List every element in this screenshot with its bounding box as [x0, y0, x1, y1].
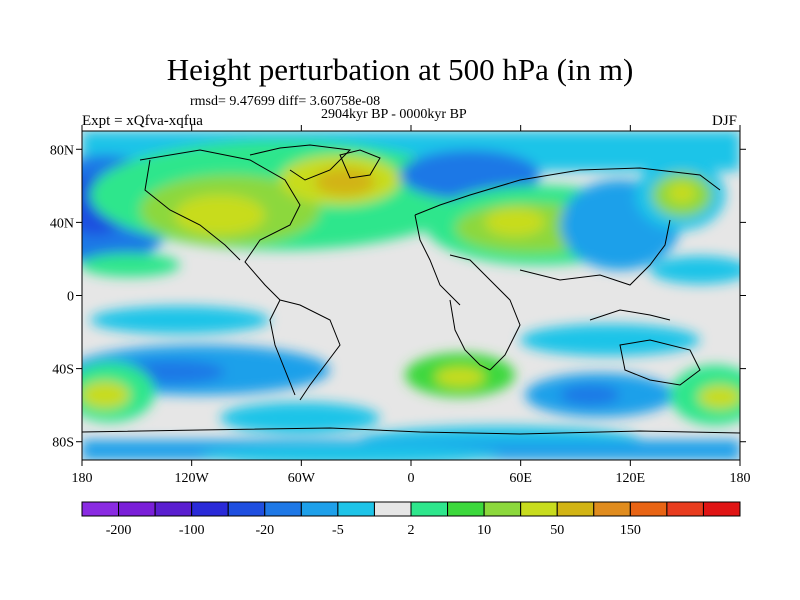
lat-tick-label: 80N: [50, 143, 74, 158]
colorbar-label: 150: [620, 523, 641, 538]
colorbar-box: [300, 501, 339, 517]
colorbar-box: [227, 501, 266, 517]
colorbar-box: [337, 501, 375, 517]
colorbar: -200 -100 -20 -5 2 10 50 150: [81, 501, 741, 538]
lon-tick-label: 60W: [288, 471, 316, 486]
colorbar-label: -5: [332, 523, 344, 538]
colorbar-label: 50: [550, 523, 564, 538]
colorbar-box: [264, 501, 302, 517]
lat-tick-label: 80S: [52, 436, 74, 451]
lon-tick-label: 0: [408, 471, 415, 486]
lon-tick-label: 120W: [175, 471, 210, 486]
colorbar-box: [520, 501, 558, 517]
colorbar-label: 2: [408, 523, 415, 538]
colorbar-box: [81, 501, 120, 517]
colorbar-box: [666, 501, 704, 517]
colorbar-box: [154, 501, 193, 517]
colorbar-box: [483, 501, 522, 517]
colorbar-box: [373, 501, 412, 517]
colorbar-box: [629, 501, 668, 517]
colorbar-box: [702, 501, 741, 517]
coastlines: [82, 144, 740, 435]
colorbar-label: -20: [255, 523, 274, 538]
lon-tick-label: 180: [72, 471, 93, 486]
colorbar-label: 10: [477, 523, 491, 538]
season-label: DJF: [712, 113, 738, 129]
colorbar-box: [447, 501, 485, 517]
colorbar-box: [556, 501, 595, 517]
lat-tick-label: 0: [67, 290, 74, 305]
lon-tick-label: 120E: [616, 471, 646, 486]
colorbar-box: [191, 501, 229, 517]
colorbar-box: [593, 501, 631, 517]
colorbar-box: [410, 501, 449, 517]
lon-tick-label: 60E: [509, 471, 532, 486]
lat-tick-label: 40S: [52, 363, 74, 378]
lon-tick-label: 180: [730, 471, 751, 486]
lat-tick-label: 40N: [50, 216, 74, 231]
contour-field: [82, 131, 740, 460]
latitude-axis: 80N 40N 0 40S 80S: [50, 143, 746, 451]
longitude-axis: 180 120W 60W 0 60E 120E 180: [72, 125, 751, 486]
colorbar-label: -100: [179, 523, 205, 538]
experiment-label: Expt = xQfva-xqfua: [82, 113, 203, 129]
map-title: Height perturbation at 500 hPa (in m): [166, 52, 634, 87]
period-text: 2904kyr BP - 0000kyr BP: [321, 107, 467, 122]
colorbar-label: -200: [106, 523, 132, 538]
stats-text: rmsd= 9.47699 diff= 3.60758e-08: [190, 94, 381, 109]
colorbar-box: [118, 501, 156, 517]
